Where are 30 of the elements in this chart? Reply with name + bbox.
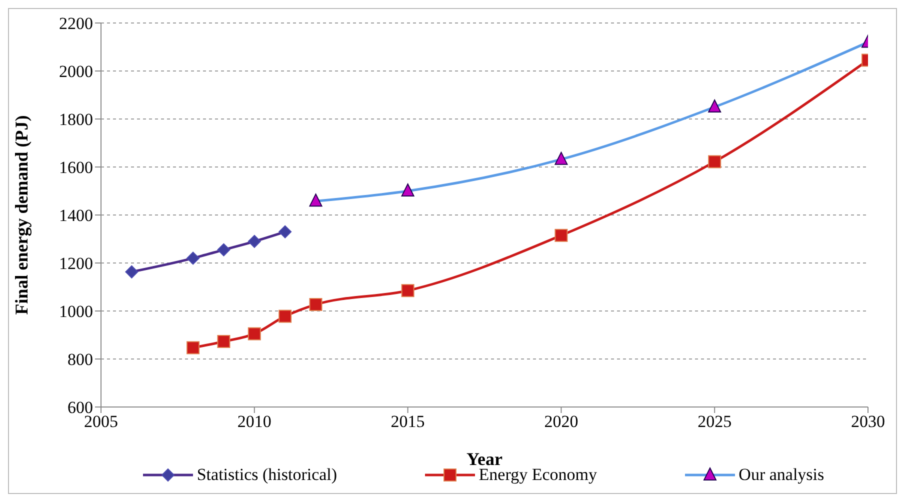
y-tick-label: 1600 [59,158,93,178]
x-tick-label: 2015 [390,412,425,432]
legend-label: Statistics (historical) [196,465,338,485]
point [248,234,261,248]
y-tick-label: 1200 [59,254,93,274]
point [278,310,292,323]
point [401,284,414,298]
x-tick-label: 2020 [544,412,578,432]
point [217,243,230,256]
point [309,298,322,312]
point [554,228,568,242]
point [186,341,200,354]
point [708,155,722,168]
x-tick-label: 2025 [698,412,732,432]
y-tick-label: 1800 [59,110,93,130]
y-tick-label: 2200 [59,14,93,34]
y-tick-label: 2000 [59,62,93,82]
y-tick-label: 1400 [59,206,93,226]
point [217,334,230,348]
point [186,252,200,265]
x-tick-label: 2005 [84,412,118,432]
y-tick-label: 1000 [59,302,93,322]
legend-label: Our analysis [738,465,824,485]
point [278,225,292,238]
y-axis-title: Final energy demand (PJ) [11,115,32,315]
y-tick-label: 800 [68,350,93,370]
x-tick-label: 2010 [237,412,272,432]
x-tick-label: 2030 [851,412,885,432]
point [248,327,261,340]
point [125,265,138,278]
